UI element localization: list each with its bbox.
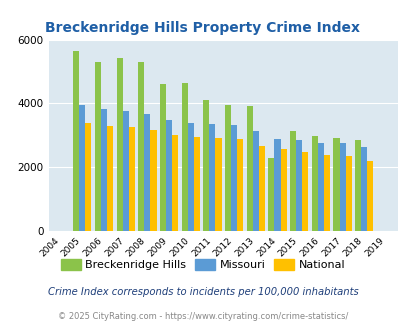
Text: © 2025 CityRating.com - https://www.cityrating.com/crime-statistics/: © 2025 CityRating.com - https://www.city… — [58, 312, 347, 321]
Bar — [258, 146, 264, 231]
Bar — [128, 127, 134, 231]
Bar — [280, 149, 286, 231]
Bar — [246, 106, 252, 231]
Bar — [181, 83, 187, 231]
Bar — [144, 114, 150, 231]
Bar — [160, 83, 166, 231]
Bar — [209, 124, 215, 231]
Bar — [252, 131, 258, 231]
Bar — [95, 62, 101, 231]
Text: Crime Index corresponds to incidents per 100,000 inhabitants: Crime Index corresponds to incidents per… — [47, 287, 358, 297]
Bar — [360, 147, 367, 231]
Bar — [172, 135, 178, 231]
Bar — [237, 140, 243, 231]
Bar — [354, 140, 360, 231]
Bar — [290, 130, 295, 231]
Bar — [215, 139, 221, 231]
Bar — [317, 143, 323, 231]
Bar — [224, 105, 230, 231]
Bar — [166, 120, 172, 231]
Bar — [203, 100, 209, 231]
Bar — [138, 62, 144, 231]
Bar — [295, 140, 301, 231]
Text: Breckenridge Hills Property Crime Index: Breckenridge Hills Property Crime Index — [45, 21, 360, 35]
Bar — [323, 155, 329, 231]
Bar — [311, 136, 317, 231]
Bar — [122, 111, 128, 231]
Bar — [107, 126, 113, 231]
Bar — [116, 58, 122, 231]
Bar — [367, 161, 373, 231]
Bar — [345, 156, 351, 231]
Bar — [301, 152, 307, 231]
Legend: Breckenridge Hills, Missouri, National: Breckenridge Hills, Missouri, National — [56, 255, 349, 275]
Bar — [150, 130, 156, 231]
Bar — [230, 125, 237, 231]
Bar — [79, 105, 85, 231]
Bar — [101, 109, 107, 231]
Bar — [339, 143, 345, 231]
Bar — [85, 123, 91, 231]
Bar — [187, 123, 193, 231]
Bar — [333, 138, 339, 231]
Bar — [193, 137, 199, 231]
Bar — [274, 139, 280, 231]
Bar — [268, 158, 274, 231]
Bar — [73, 51, 79, 231]
